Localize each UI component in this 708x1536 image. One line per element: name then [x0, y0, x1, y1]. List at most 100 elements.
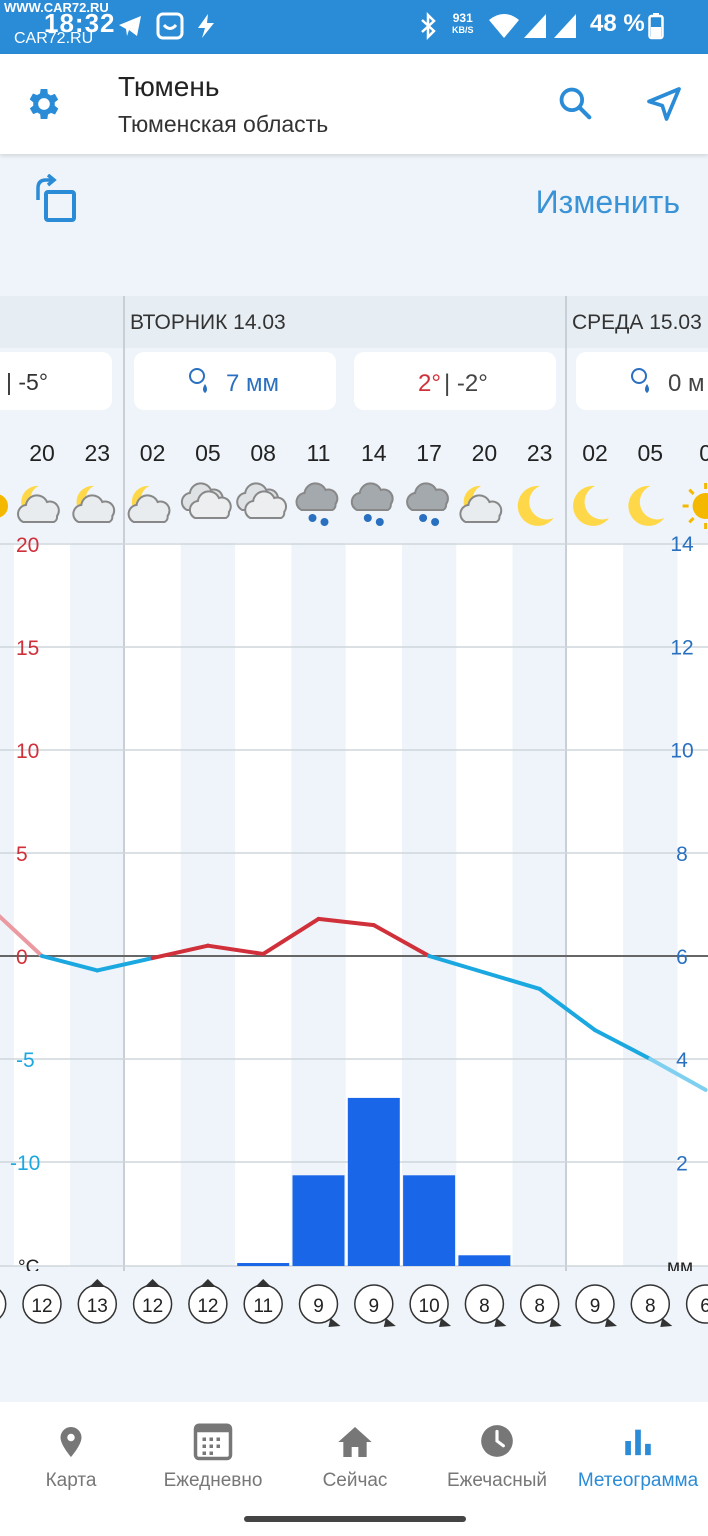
right-axis-label: 8 [676, 843, 688, 866]
wind-direction-arrow [199, 1279, 216, 1287]
city-name: Тюмень [118, 71, 220, 102]
meteogram-chart[interactable]: ВТОРНИК 14.03 СРЕДА 15.03 | -5° 7 мм 2° | -2°… [0, 296, 708, 1344]
hour-label: 05 [638, 440, 664, 466]
cloud-shape [72, 494, 116, 523]
hour-stripe [401, 543, 457, 1266]
nav-label: Ежедневно [163, 1470, 263, 1491]
wind-speed-circle [22, 1284, 62, 1324]
left-axis-label: 10 [16, 740, 39, 763]
bar-chart-icon [625, 1429, 651, 1456]
sun-ray [688, 488, 695, 496]
temperature-line-segment [95, 956, 155, 973]
moon-shape [517, 485, 554, 526]
cloud-shape [295, 482, 339, 511]
wind-speed-value: 6 [700, 1296, 708, 1317]
wind-direction-arrow [144, 1279, 161, 1287]
right-axis-label: 10 [670, 740, 693, 763]
change-button[interactable]: Изменить [535, 184, 680, 220]
left-axis-label: -5 [16, 1049, 35, 1072]
cloud-shape [188, 490, 232, 519]
search-icon[interactable] [556, 84, 594, 122]
hour-stripe [0, 543, 14, 1266]
wind-speed-circle [685, 1284, 708, 1324]
temperature-line-segment [537, 986, 597, 1033]
nav-label: Карта [45, 1470, 97, 1491]
gear-icon[interactable] [24, 84, 64, 124]
wind-speed-value: 8 [479, 1296, 490, 1317]
nav-label: Сейчас [322, 1470, 388, 1491]
wind-speed-value: 12 [197, 1296, 218, 1317]
wind-speed-value: 9 [313, 1296, 324, 1317]
rotate-screen-icon[interactable] [32, 174, 80, 224]
tool-row: Изменить [0, 154, 708, 294]
moon-shape [628, 485, 665, 526]
wind-speed-value: 8 [645, 1296, 656, 1317]
snowflake-icon [308, 514, 317, 522]
wind-speed-circle [298, 1284, 339, 1324]
watermark-top: WWW.CAR72.RU [4, 0, 109, 15]
hour-stripe [512, 543, 567, 1266]
bluetooth-icon [421, 12, 436, 40]
temperature-line-segment [316, 916, 376, 928]
cloud-shape [127, 494, 171, 523]
status-bar: WWW.CAR72.RU 18:32 CAR72.RU 931 KB/S 48 % [0, 0, 708, 54]
temperature-line-segment [482, 970, 542, 991]
precip-bar [403, 1175, 456, 1266]
cloud-shape [459, 494, 503, 523]
telegram-icon [119, 16, 141, 36]
sun-shape [0, 494, 8, 518]
day-summary-temp: | -5° [6, 369, 48, 395]
precip-bar [458, 1255, 511, 1266]
temperature-line-segment [0, 914, 44, 958]
temperature-line-segment [371, 923, 432, 958]
snowflake-icon [631, 368, 647, 384]
wind-speed-value: 12 [142, 1296, 163, 1317]
sun-shape [692, 493, 708, 519]
left-axis-label: 15 [16, 637, 39, 660]
wind-direction-arrow [89, 1279, 106, 1287]
right-axis-label: 12 [670, 636, 693, 659]
chat-icon [156, 12, 184, 40]
wind-speed-circle [0, 1289, 7, 1319]
cloud-shape [244, 490, 287, 519]
day-summary-min: | -2° [444, 370, 488, 397]
right-axis-label: 6 [676, 946, 688, 969]
wind-direction-arrow [605, 1318, 617, 1327]
wind-speed-circle [575, 1284, 615, 1324]
snowflake-icon [375, 518, 384, 526]
raindrop-icon [203, 384, 207, 393]
right-axis-label: 2 [676, 1152, 688, 1175]
right-axis-label: 14 [670, 533, 694, 556]
net-speed: 931 KB/S [452, 12, 474, 36]
hour-label: 20 [472, 440, 498, 466]
wind-speed-value: 9 [369, 1296, 380, 1317]
precip-bar [292, 1175, 345, 1266]
hour-label: 20 [29, 440, 55, 466]
net-speed-unit: KB/S [452, 25, 474, 35]
day-summary-max: 2° [418, 370, 441, 397]
snowflake-icon [363, 514, 372, 522]
gesture-bar[interactable] [244, 1516, 466, 1522]
bottom-nav: Карта Ежедневно Сейчас Ежечасный Метеогр… [0, 1402, 708, 1536]
nav-now[interactable]: Сейчас [284, 1402, 426, 1512]
location-arrow-icon[interactable] [644, 84, 684, 124]
wifi-icon [489, 14, 519, 38]
nav-daily[interactable]: Ежедневно [142, 1402, 284, 1512]
wind-speed-circle [409, 1284, 449, 1324]
hour-label: 23 [85, 440, 111, 466]
nav-hourly[interactable]: Ежечасный [426, 1402, 568, 1512]
nav-map[interactable]: Карта [0, 1402, 142, 1512]
hour-stripe [623, 543, 678, 1266]
precip-bar [347, 1097, 400, 1266]
signal-icon [524, 14, 546, 38]
temperature-line-segment [648, 1057, 708, 1092]
day-summary-precip: 0 м [668, 370, 705, 397]
hour-label: 11 [307, 440, 331, 466]
app-bar: Тюмень Тюменская область [0, 54, 708, 154]
hour-stripe [180, 543, 236, 1266]
nav-meteogram[interactable]: Метеограмма [568, 1402, 708, 1512]
day-summary-pill [354, 352, 556, 410]
wind-speed-value: 12 [31, 1296, 52, 1317]
wind-direction-arrow [549, 1318, 562, 1327]
wind-speed-value: 9 [590, 1296, 601, 1317]
